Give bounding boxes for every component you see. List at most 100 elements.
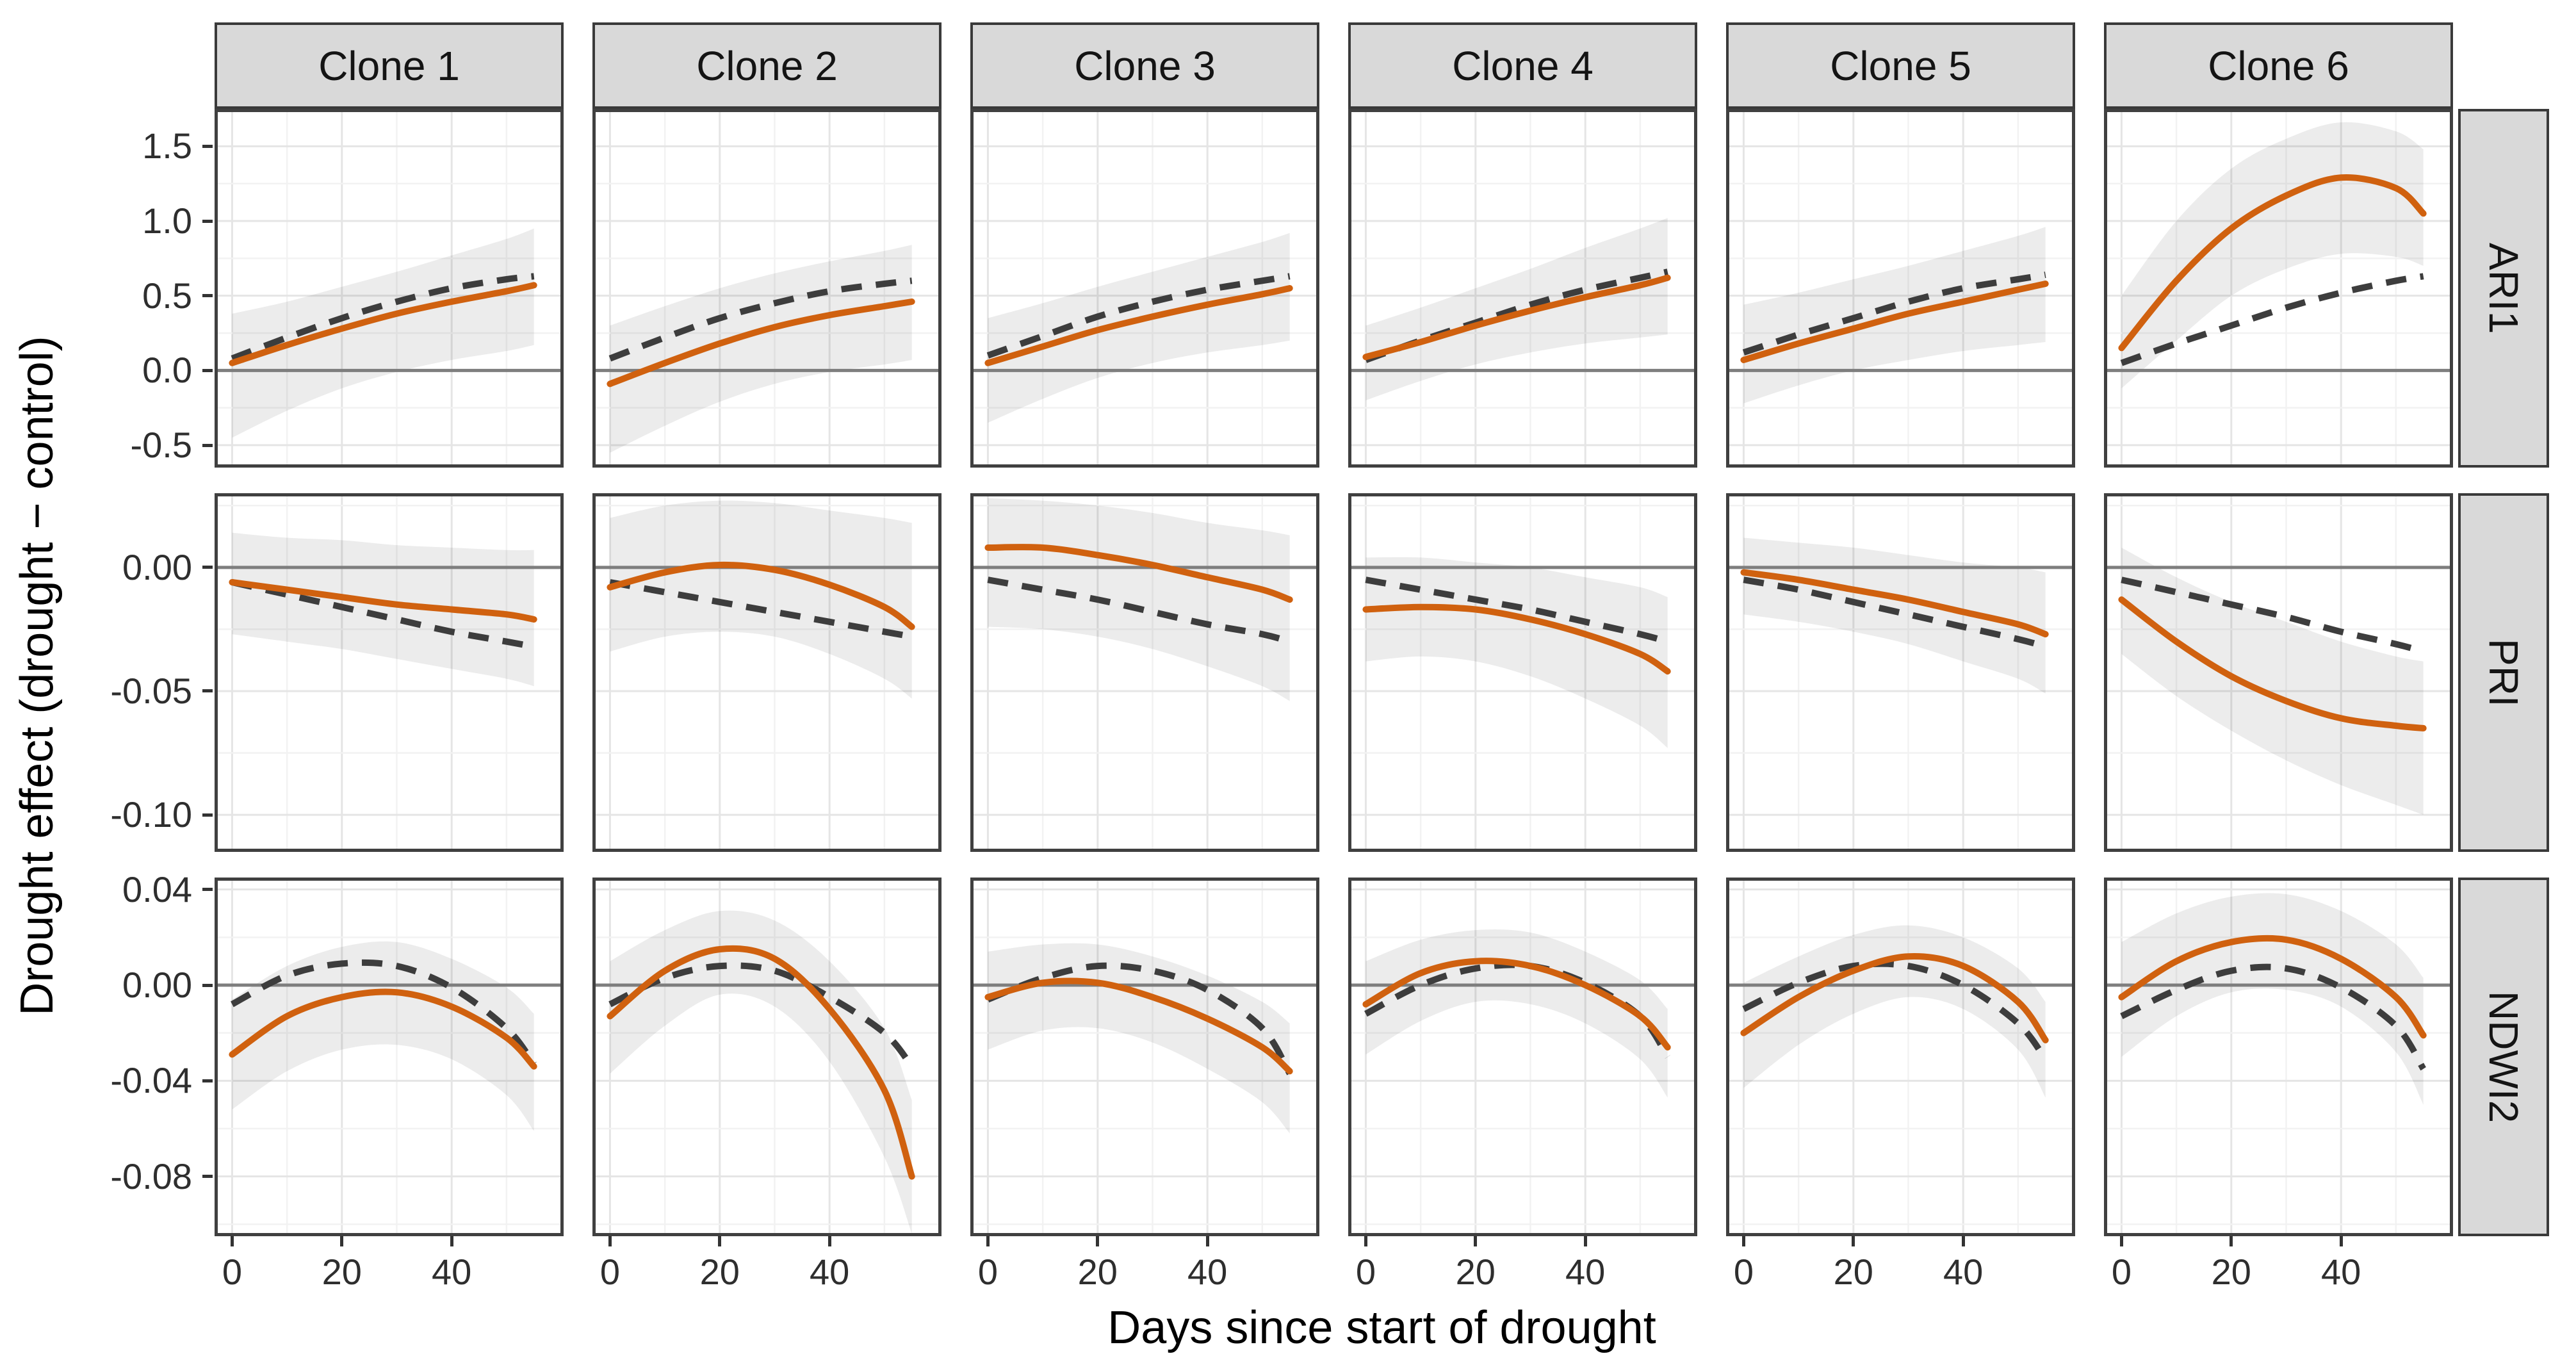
y-tick-mark (202, 144, 213, 148)
solid-line (229, 282, 537, 366)
panel-NDWI2-clone-2 (592, 878, 942, 1236)
panel-PRI-clone-5 (1726, 493, 2075, 852)
dashed-line (231, 959, 537, 1066)
facet-strip-label: Clone 6 (2208, 42, 2349, 89)
facet-strip-ari1: ARI1 (2458, 109, 2549, 468)
facet-strip-clone-2: Clone 2 (592, 22, 942, 109)
y-tick-mark (202, 1079, 213, 1082)
x-tick-label: 20 (1077, 1252, 1118, 1292)
facet-strip-label: PRI (2481, 638, 2527, 707)
facet-strip-clone-5: Clone 5 (1726, 22, 2075, 109)
panel-ARI1-clone-5 (1726, 109, 2075, 468)
facet-strip-clone-4: Clone 4 (1348, 22, 1697, 109)
y-tick-label: -0.10 (110, 794, 192, 835)
x-axis-title: Days since start of drought (1107, 1302, 1656, 1353)
panel-ARI1-clone-3 (970, 109, 1319, 468)
x-tick-mark (1852, 1236, 1855, 1246)
y-tick-label: 1.0 (142, 200, 192, 241)
panel-NDWI2-clone-5 (1726, 878, 2075, 1236)
x-tick-mark (1961, 1236, 1965, 1246)
y-tick-mark (202, 983, 213, 987)
x-tick-mark (1205, 1236, 1209, 1246)
x-tick-label: 40 (1565, 1252, 1606, 1292)
panel-PRI-clone-1 (215, 493, 564, 852)
y-tick-label: -0.05 (110, 670, 192, 711)
dashed-line (2120, 963, 2427, 1071)
facet-strip-label: Clone 2 (696, 42, 838, 89)
x-tick-label: 40 (810, 1252, 850, 1292)
x-tick-mark (718, 1236, 722, 1246)
y-tick-mark (202, 566, 213, 569)
x-tick-label: 0 (599, 1252, 620, 1292)
panel-NDWI2-clone-1 (215, 878, 564, 1236)
dashed-line (1364, 268, 1668, 363)
facet-strip-label: Clone 4 (1452, 42, 1594, 89)
x-tick-mark (986, 1236, 990, 1246)
x-tick-mark (230, 1236, 234, 1246)
solid-line (1362, 603, 1671, 675)
x-tick-label: 40 (2321, 1252, 2361, 1292)
y-tick-mark (202, 368, 213, 372)
x-tick-label: 0 (1733, 1252, 1754, 1292)
x-tick-mark (340, 1236, 344, 1246)
dashed-line (987, 576, 1291, 645)
dashed-line (1742, 272, 2046, 356)
dashed-line (1742, 960, 2048, 1061)
solid-line (984, 544, 1293, 603)
y-tick-mark (202, 219, 213, 223)
y-tick-label: 0.00 (122, 965, 192, 1005)
x-tick-mark (1364, 1236, 1367, 1246)
dashed-line (1365, 576, 1669, 645)
x-tick-mark (1474, 1236, 1478, 1246)
y-tick-label: 0.00 (122, 546, 192, 587)
x-tick-label: 40 (1187, 1252, 1228, 1292)
y-tick-label: 0.5 (142, 275, 192, 316)
solid-line (607, 298, 915, 388)
facet-strip-label: Clone 3 (1074, 42, 1216, 89)
x-tick-mark (1096, 1236, 1100, 1246)
solid-line (1740, 281, 2049, 363)
y-tick-mark (202, 888, 213, 892)
panel-ARI1-clone-4 (1348, 109, 1697, 468)
panel-NDWI2-clone-6 (2104, 878, 2453, 1236)
x-tick-label: 0 (1355, 1252, 1376, 1292)
solid-line (2118, 174, 2427, 352)
panel-PRI-clone-2 (592, 493, 942, 852)
panel-PRI-clone-4 (1348, 493, 1697, 852)
facet-strip-label: ARI1 (2481, 242, 2527, 334)
facet-strip-label: NDWI2 (2481, 990, 2527, 1123)
x-tick-label: 0 (977, 1252, 998, 1292)
panel-PRI-clone-6 (2104, 493, 2453, 852)
x-tick-label: 40 (1943, 1252, 1984, 1292)
y-tick-mark (202, 294, 213, 298)
panel-ARI1-clone-6 (2104, 109, 2453, 468)
solid-line (1740, 953, 2049, 1043)
panel-ARI1-clone-1 (215, 109, 564, 468)
solid-line (607, 945, 915, 1180)
solid-line (229, 988, 537, 1070)
panel-NDWI2-clone-4 (1348, 878, 1697, 1236)
facet-strip-pri: PRI (2458, 493, 2549, 852)
facet-strip-clone-3: Clone 3 (970, 22, 1319, 109)
dashed-line (986, 273, 1291, 359)
solid-line (607, 561, 915, 630)
y-tick-label: 0.0 (142, 350, 192, 391)
x-tick-mark (1583, 1236, 1587, 1246)
x-tick-mark (2119, 1236, 2123, 1246)
facet-strip-clone-1: Clone 1 (215, 22, 564, 109)
facet-strip-label: Clone 1 (318, 42, 460, 89)
solid-line (984, 285, 1293, 366)
y-tick-label: -0.5 (130, 425, 193, 465)
x-tick-mark (2230, 1236, 2233, 1246)
dashed-line (986, 962, 1293, 1075)
x-tick-label: 20 (1833, 1252, 1873, 1292)
y-tick-label: 0.04 (122, 869, 192, 910)
x-tick-mark (1741, 1236, 1745, 1246)
dashed-line (231, 273, 535, 362)
x-tick-mark (827, 1236, 831, 1246)
x-tick-label: 40 (432, 1252, 472, 1292)
panel-NDWI2-clone-3 (970, 878, 1319, 1236)
y-tick-mark (202, 443, 213, 447)
x-tick-label: 20 (322, 1252, 362, 1292)
